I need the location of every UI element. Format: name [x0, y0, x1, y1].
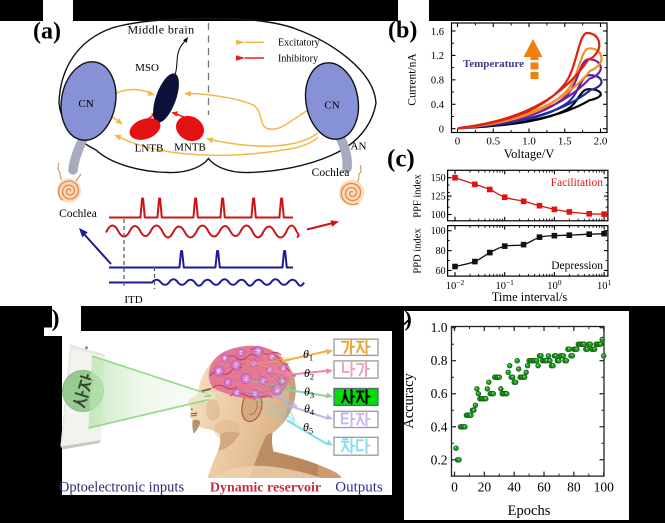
svg-text:PPD index: PPD index: [413, 228, 424, 274]
svg-text:Inhibitory: Inhibitory: [278, 54, 318, 65]
svg-text:100: 100: [431, 210, 446, 221]
svg-text:80: 80: [436, 246, 446, 257]
svg-text:1.5: 1.5: [558, 136, 572, 148]
svg-text:1.0: 1.0: [522, 136, 536, 148]
svg-text:125: 125: [431, 192, 446, 203]
svg-text:θ4: θ4: [304, 401, 315, 417]
svg-text:0.6: 0.6: [431, 386, 448, 401]
svg-text:20: 20: [478, 480, 492, 495]
svg-text:100: 100: [431, 226, 446, 237]
svg-text:60: 60: [537, 480, 551, 495]
svg-text:80: 80: [567, 480, 581, 495]
svg-text:Voltage/V: Voltage/V: [504, 147, 554, 161]
svg-text:): ): [52, 306, 60, 332]
svg-text:0.4: 0.4: [431, 419, 448, 434]
svg-text:LNTB: LNTB: [135, 143, 164, 155]
svg-text:40: 40: [507, 480, 521, 495]
svg-text:Current/nA: Current/nA: [407, 53, 419, 106]
svg-text:θ1: θ1: [303, 347, 313, 363]
svg-text:Outputs: Outputs: [335, 480, 383, 496]
svg-text:θ3: θ3: [304, 384, 314, 400]
svg-text:1.6: 1.6: [431, 27, 444, 38]
svg-text:0.2: 0.2: [431, 452, 448, 467]
svg-text:): ): [405, 306, 412, 331]
svg-text:(c): (c): [387, 146, 415, 173]
svg-text:0: 0: [439, 125, 444, 136]
svg-text:θ2: θ2: [304, 366, 314, 382]
svg-text:Depression: Depression: [551, 260, 603, 272]
svg-text:Temperature: Temperature: [463, 58, 524, 70]
svg-text:MSO: MSO: [135, 62, 159, 74]
svg-text:Epochs: Epochs: [508, 503, 551, 519]
svg-text:Accuracy: Accuracy: [401, 372, 417, 428]
svg-text:θ5: θ5: [303, 420, 313, 436]
svg-text:Dynamic reservoir: Dynamic reservoir: [210, 481, 321, 496]
svg-text:1.2: 1.2: [431, 51, 444, 62]
svg-text:Excitatory: Excitatory: [278, 38, 320, 49]
svg-text:1.0: 1.0: [431, 320, 448, 335]
svg-text:100: 100: [594, 480, 615, 495]
svg-text:CN: CN: [78, 98, 93, 110]
svg-text:150: 150: [431, 173, 446, 184]
svg-text:ITD: ITD: [124, 294, 142, 306]
svg-text:Middle brain: Middle brain: [127, 23, 194, 37]
svg-text:(b): (b): [388, 18, 417, 44]
svg-text:0: 0: [455, 136, 461, 148]
svg-text:Cochlea: Cochlea: [312, 167, 350, 179]
svg-text:Cochlea: Cochlea: [59, 208, 97, 220]
svg-text:0.8: 0.8: [431, 353, 448, 368]
svg-text:Time interval/s: Time interval/s: [492, 290, 568, 304]
svg-text:MNTB: MNTB: [174, 142, 206, 154]
svg-text:0: 0: [451, 480, 458, 495]
svg-text:2.0: 2.0: [594, 136, 608, 148]
svg-text:(a): (a): [33, 19, 61, 45]
svg-text:AN: AN: [351, 141, 367, 153]
svg-text:PPF index: PPF index: [413, 174, 424, 218]
svg-text:CN: CN: [324, 100, 339, 112]
svg-text:Facilitation: Facilitation: [551, 177, 604, 189]
svg-text:0.8: 0.8: [431, 76, 444, 87]
svg-text:0.4: 0.4: [431, 100, 445, 111]
svg-text:Optoelectronic inputs: Optoelectronic inputs: [59, 480, 185, 496]
svg-text:60: 60: [436, 266, 446, 277]
svg-text:0.5: 0.5: [486, 136, 500, 148]
